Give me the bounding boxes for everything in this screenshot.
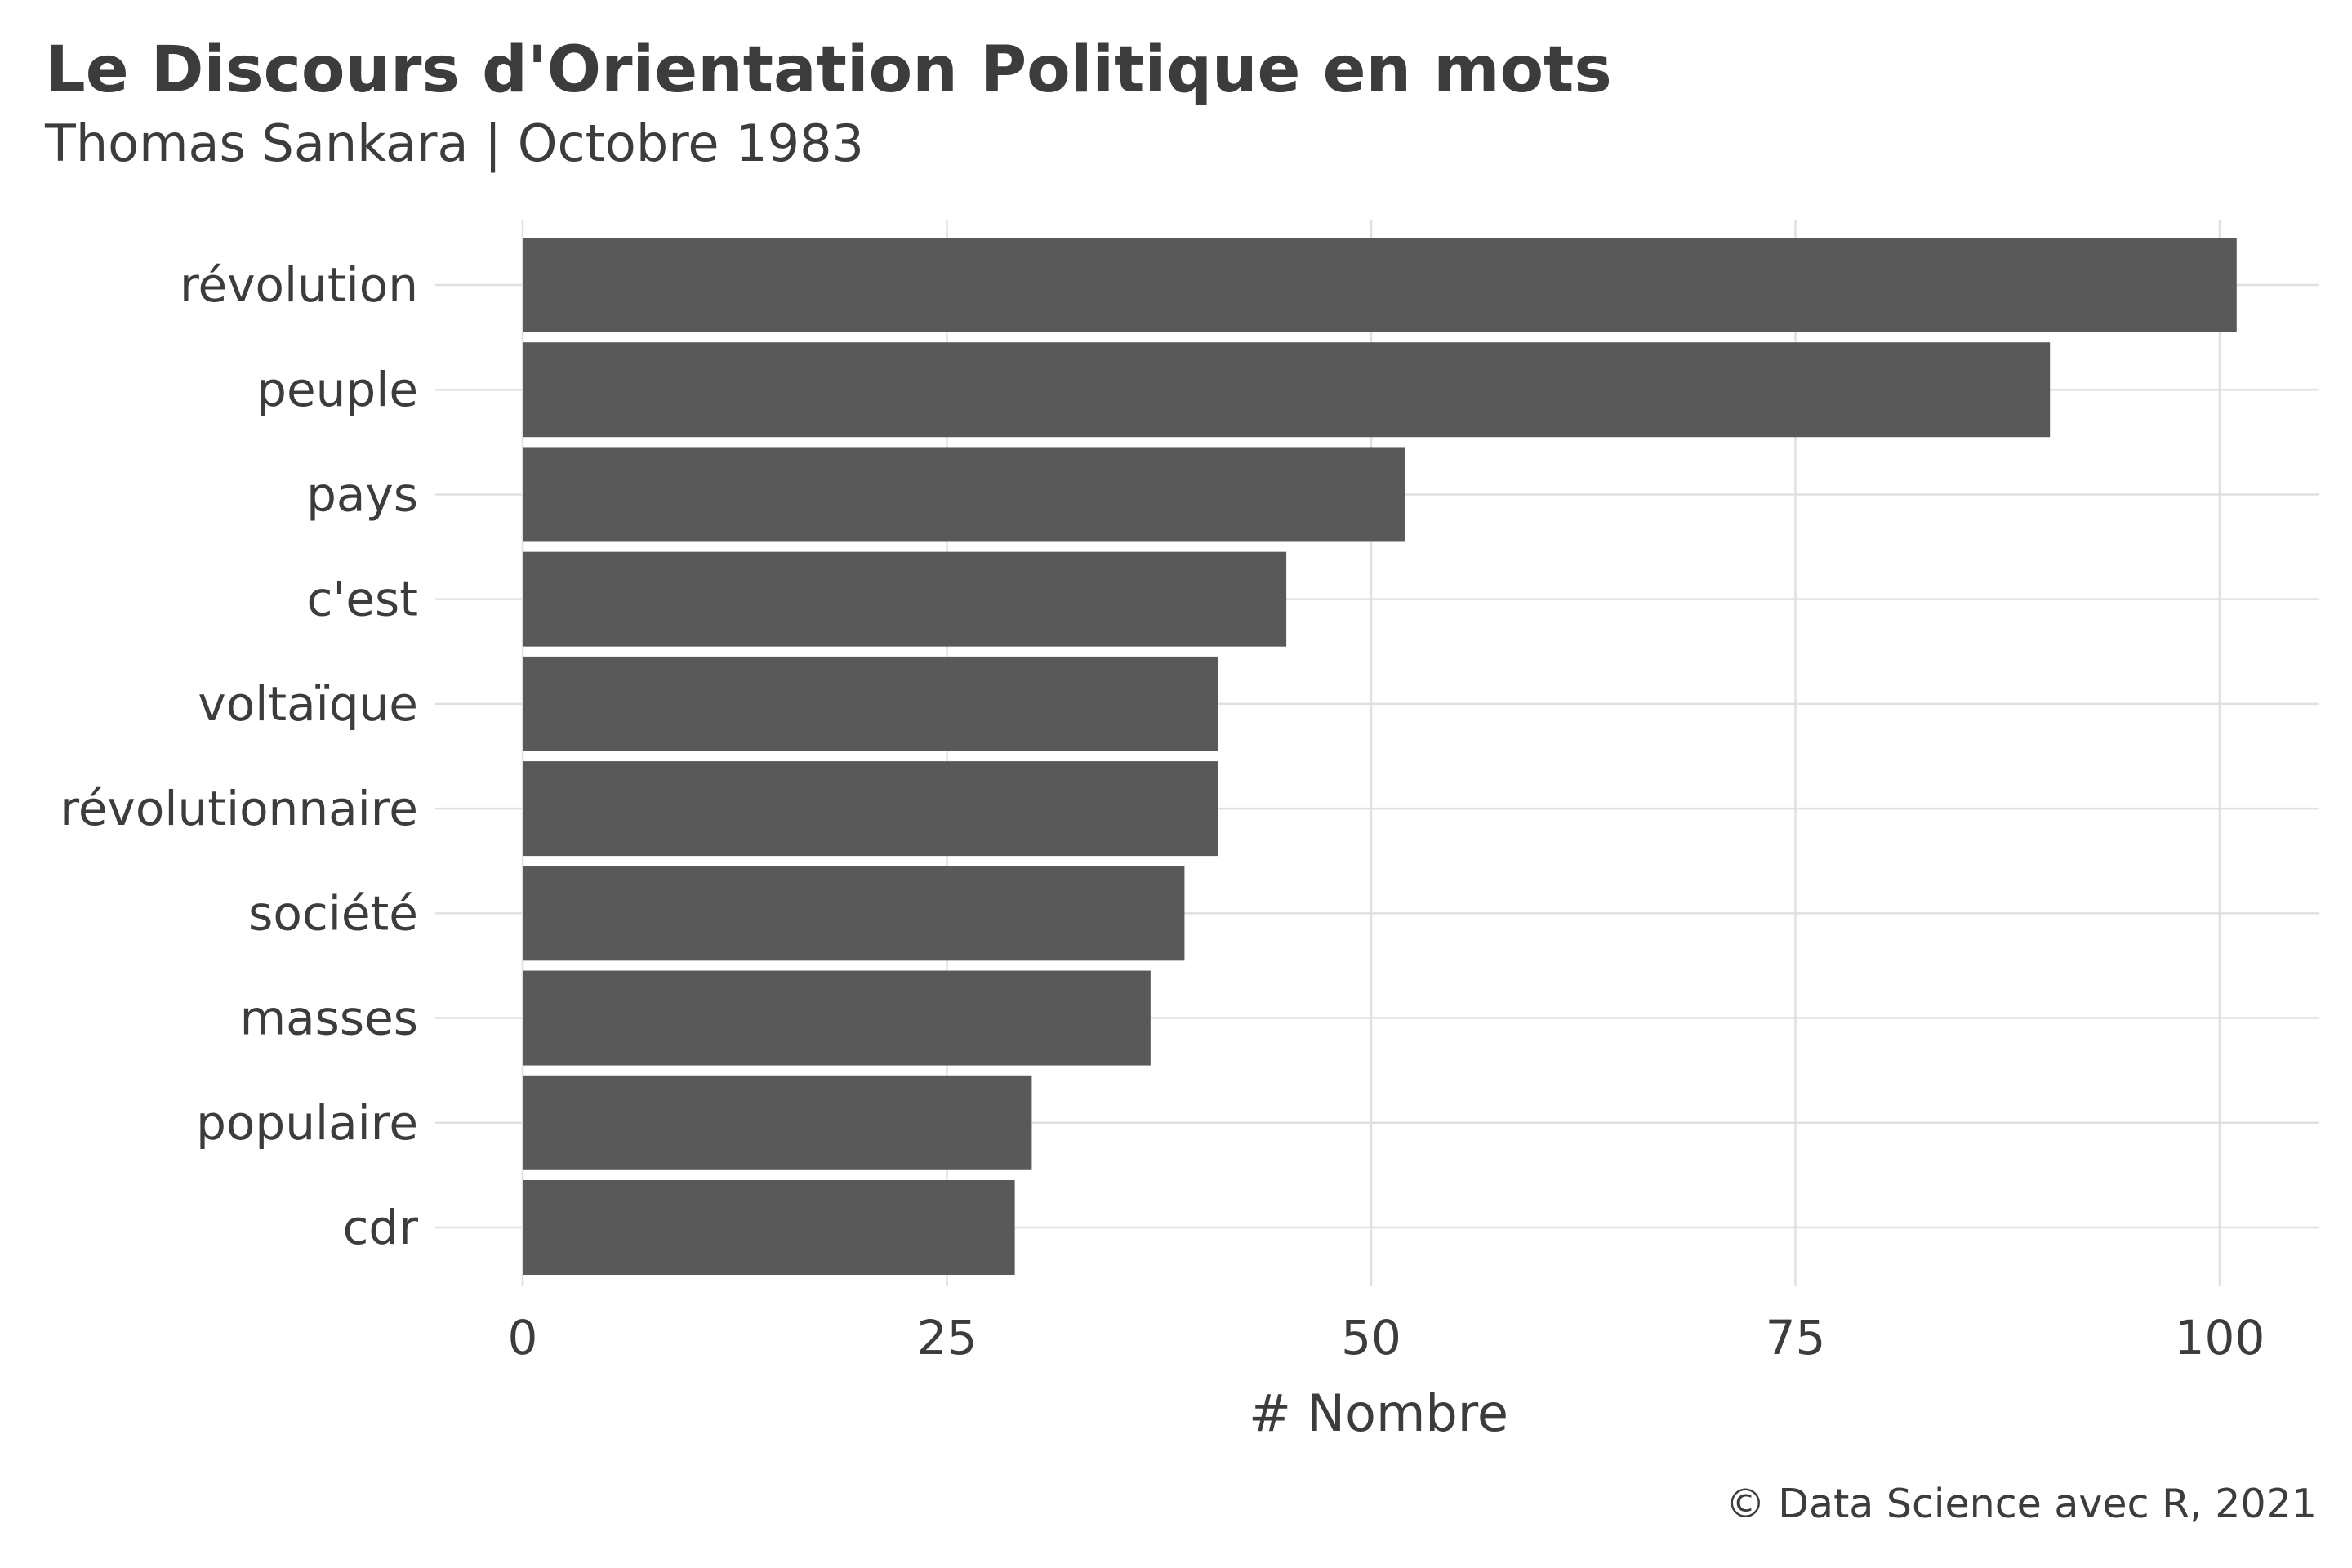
x-tick-label: 25 [917, 1310, 978, 1365]
bar-4 [523, 656, 1218, 751]
x-tick-label: 50 [1341, 1310, 1401, 1365]
y-tick-label: populaire [196, 1095, 418, 1151]
bar-2 [523, 447, 1405, 542]
x-tick-label: 0 [508, 1310, 538, 1365]
x-tick-label: 100 [2175, 1310, 2265, 1365]
bar-3 [523, 551, 1287, 647]
y-tick-label: révolution [180, 257, 418, 313]
bars [523, 238, 2237, 1275]
y-tick-label: cdr [342, 1200, 418, 1255]
bar-9 [523, 1180, 1015, 1275]
chart-title: Le Discours d'Orientation Politique en m… [45, 33, 1612, 107]
y-tick-label: peuple [256, 362, 418, 417]
bar-6 [523, 866, 1185, 961]
y-tick-label: révolutionnaire [60, 781, 418, 836]
bar-5 [523, 761, 1218, 857]
bar-7 [523, 970, 1151, 1066]
x-tick-label: 75 [1766, 1310, 1826, 1365]
y-tick-label: pays [306, 466, 418, 522]
chart-caption: © Data Science avec R, 2021 [1725, 1481, 2317, 1527]
y-tick-labels: révolution peuple pays c'est voltaïque révolu… [60, 257, 418, 1255]
chart-subtitle: Thomas Sankara | Octobre 1983 [45, 114, 864, 173]
bar-1 [523, 342, 2051, 438]
bar-0 [523, 238, 2237, 332]
y-tick-label: voltaïque [198, 676, 418, 732]
x-tick-labels: 0 25 50 75 100 [508, 1310, 2265, 1365]
y-tick-label: c'est [307, 572, 418, 627]
x-axis-title: # Nombre [1249, 1383, 1508, 1443]
y-tick-label: masses [240, 991, 418, 1046]
y-tick-label: société [248, 885, 418, 941]
bar-8 [523, 1075, 1032, 1170]
